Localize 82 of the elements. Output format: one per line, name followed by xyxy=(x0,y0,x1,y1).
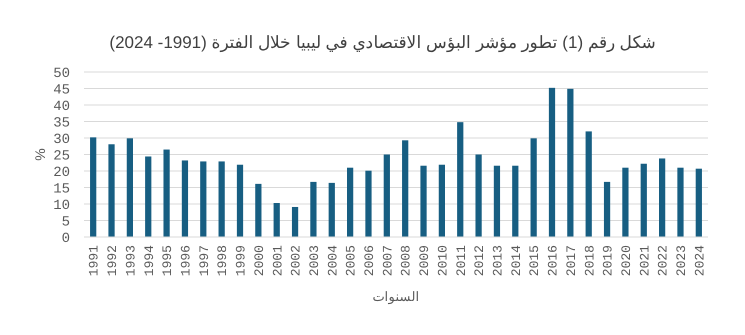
bar xyxy=(292,206,298,237)
x-tick-label: 2023 xyxy=(674,245,690,276)
bar xyxy=(475,154,482,237)
bar xyxy=(548,88,556,237)
bar xyxy=(512,166,518,237)
x-tick-label: 1992 xyxy=(105,245,120,276)
bar xyxy=(677,168,684,237)
y-tick-label: 50 xyxy=(53,66,70,82)
x-tick-label: 2022 xyxy=(656,245,671,276)
x-tick-label: 2013 xyxy=(490,245,506,276)
y-axis-title: % xyxy=(32,148,48,161)
x-tick-label: 2009 xyxy=(417,245,432,276)
x-tick-label: 2001 xyxy=(270,244,286,276)
x-tick-label: 2015 xyxy=(527,245,542,276)
bar xyxy=(494,166,500,237)
bar xyxy=(126,138,133,237)
bar xyxy=(90,137,96,237)
bar xyxy=(530,138,537,237)
chart-title: شكل رقم (1) تطور مؤشر البؤس الاقتصادي في ليبيا خلال الفترة (1991- 2024) xyxy=(109,33,656,53)
x-tick-label: 2021 xyxy=(637,244,652,276)
bar xyxy=(659,158,666,237)
bar xyxy=(328,182,335,237)
bar xyxy=(696,168,702,237)
bar xyxy=(586,131,592,237)
x-tick-label: 2024 xyxy=(692,244,708,276)
y-tick-label: 45 xyxy=(53,82,70,98)
bar xyxy=(182,160,188,237)
bar xyxy=(218,161,225,237)
bar xyxy=(402,140,408,237)
bar xyxy=(274,203,280,237)
y-tick-label: 20 xyxy=(53,164,70,181)
x-tick-label: 1998 xyxy=(215,245,230,276)
bar xyxy=(567,88,574,237)
bar xyxy=(438,164,445,237)
x-tick-label: 2020 xyxy=(618,245,634,276)
x-tick-label: 1991 xyxy=(86,244,102,276)
x-tick-label: 2004 xyxy=(325,244,340,276)
y-tick-label: 35 xyxy=(53,115,70,132)
y-tick-label: 40 xyxy=(53,98,70,115)
x-tick-label: 1994 xyxy=(142,244,157,276)
bar xyxy=(604,182,610,237)
x-tick-label: 2016 xyxy=(546,245,561,276)
bar xyxy=(640,164,647,237)
x-tick-label: 2006 xyxy=(362,245,378,276)
x-tick-label: 2003 xyxy=(306,245,322,276)
bar xyxy=(108,144,115,237)
bar xyxy=(163,150,170,237)
bar xyxy=(236,164,244,237)
y-tick-label: 5 xyxy=(62,214,70,230)
x-tick-label: 2000 xyxy=(252,245,267,276)
x-tick-label: 2018 xyxy=(582,245,598,276)
bar xyxy=(420,166,427,237)
x-tick-label: 1996 xyxy=(178,245,194,276)
bar xyxy=(200,161,206,237)
bar xyxy=(622,168,629,237)
x-tick-label: 1995 xyxy=(160,245,176,276)
x-tick-label: 2011 xyxy=(454,244,469,276)
bar xyxy=(145,156,152,237)
bar xyxy=(255,184,262,237)
bar xyxy=(457,122,464,237)
bar xyxy=(347,168,354,237)
y-tick-label: 0 xyxy=(62,230,70,247)
x-tick-label: 2007 xyxy=(380,245,396,276)
x-tick-label: 2010 xyxy=(435,245,450,276)
x-tick-label: 2002 xyxy=(288,245,304,276)
y-tick-label: 15 xyxy=(53,181,70,198)
x-tick-label: 2014 xyxy=(508,244,524,276)
x-tick-label: 2019 xyxy=(600,245,616,276)
x-tick-label: 2012 xyxy=(472,245,488,276)
x-tick-label: 2017 xyxy=(564,245,579,276)
x-axis-title: السنوات xyxy=(372,289,420,305)
y-tick-label: 25 xyxy=(53,148,70,164)
x-tick-label: 1997 xyxy=(196,245,212,276)
x-tick-label: 2008 xyxy=(398,245,414,276)
bar xyxy=(310,182,317,237)
y-tick-label: 10 xyxy=(53,198,70,214)
x-tick-label: 2005 xyxy=(344,245,359,276)
x-tick-label: 1999 xyxy=(234,245,249,276)
bar xyxy=(384,154,390,237)
y-tick-label: 30 xyxy=(53,132,70,148)
bar xyxy=(365,170,372,237)
x-tick-label: 1993 xyxy=(123,245,138,276)
